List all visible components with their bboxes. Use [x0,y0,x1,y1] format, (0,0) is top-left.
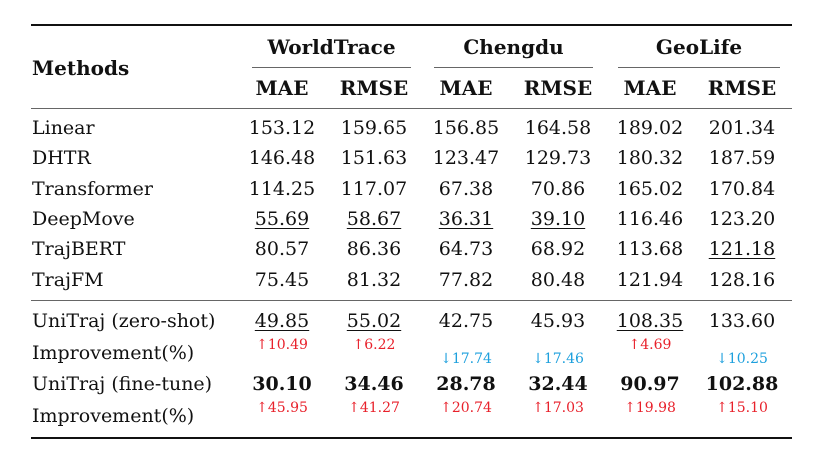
table-cell: 108.35 [616,310,684,332]
method-name: DHTR [32,147,91,169]
dataset-header-worldtrace: WorldTrace [267,35,396,59]
table-cell: 55.69 [254,208,310,230]
method-name: TrajFM [32,269,104,291]
bottom-rule [31,437,792,439]
improvement-label: Improvement(%) [32,405,195,427]
table-cell: 77.82 [438,269,494,291]
table-cell: 170.84 [708,178,776,200]
table-cell: 70.86 [530,178,586,200]
improvement-value: ↑6.22 [352,337,396,353]
improvement-value: ↓10.25 [716,351,768,367]
table-cell: 114.25 [248,178,316,200]
improvement-value: ↓17.74 [440,351,492,367]
table-cell: 75.45 [254,269,310,291]
method-name: Linear [32,117,95,139]
table-cell: 49.85 [254,310,310,332]
table-cell: 34.46 [344,373,404,395]
table-cell: 28.78 [436,373,496,395]
table-cell: 128.16 [708,269,776,291]
method-name: DeepMove [32,208,135,230]
table-cell: 90.97 [620,373,680,395]
geolife-rule [618,67,780,68]
table-cell: 159.65 [340,117,408,139]
improvement-label: Improvement(%) [32,342,195,364]
improvement-value: ↑41.27 [348,400,400,416]
table-cell: 42.75 [438,310,494,332]
table-cell: 102.88 [705,373,779,395]
table-cell: 164.58 [524,117,592,139]
table-cell: 67.38 [438,178,494,200]
method-name: UniTraj (zero-shot) [32,310,216,332]
header-bottom-rule [31,108,792,109]
improvement-value: ↑19.98 [624,400,676,416]
table-cell: 113.68 [616,238,684,260]
table-cell: 156.85 [432,117,500,139]
dataset-header-geolife: GeoLife [655,35,743,59]
table-cell: 80.57 [254,238,310,260]
table-cell: 30.10 [252,373,312,395]
table-cell: 39.10 [530,208,586,230]
top-rule [31,24,792,26]
improvement-value: ↑4.69 [628,337,672,353]
improvement-value: ↑17.03 [532,400,584,416]
metric-header: RMSE [523,76,593,100]
table-cell: 117.07 [340,178,408,200]
method-name: UniTraj (fine-tune) [32,373,213,395]
improvement-value: ↑20.74 [440,400,492,416]
table-cell: 123.47 [432,147,500,169]
chengdu-rule [434,67,593,68]
improvement-value: ↑15.10 [716,400,768,416]
table-cell: 80.48 [530,269,586,291]
improvement-value: ↑10.49 [256,337,308,353]
table-cell: 68.92 [530,238,586,260]
table-cell: 189.02 [616,117,684,139]
metric-header: MAE [439,76,493,100]
metric-header: MAE [255,76,309,100]
table-cell: 129.73 [524,147,592,169]
table-cell: 133.60 [708,310,776,332]
table-cell: 64.73 [438,238,494,260]
table-cell: 165.02 [616,178,684,200]
metric-header: RMSE [707,76,777,100]
table-cell: 121.18 [708,238,776,260]
method-name: Transformer [32,178,153,200]
table-cell: 45.93 [530,310,586,332]
table-cell: 180.32 [616,147,684,169]
table-cell: 153.12 [248,117,316,139]
table-cell: 201.34 [708,117,776,139]
dataset-header-chengdu: Chengdu [463,35,564,59]
table-cell: 187.59 [708,147,776,169]
table-cell: 146.48 [248,147,316,169]
table-cell: 151.63 [340,147,408,169]
improvement-value: ↓17.46 [532,351,584,367]
metric-header: RMSE [339,76,409,100]
table-cell: 86.36 [346,238,402,260]
metric-header: MAE [623,76,677,100]
table-cell: 81.32 [346,269,402,291]
table-cell: 36.31 [438,208,494,230]
table-cell: 116.46 [616,208,684,230]
table-cell: 32.44 [528,373,588,395]
methods-header: Methods [32,56,130,80]
table-cell: 55.02 [346,310,402,332]
worldtrace-rule [252,67,411,68]
method-name: TrajBERT [32,238,126,260]
table-cell: 58.67 [346,208,402,230]
table-cell: 121.94 [616,269,684,291]
improvement-value: ↑45.95 [256,400,308,416]
unitraj-separator-rule [31,300,792,301]
table-cell: 123.20 [708,208,776,230]
